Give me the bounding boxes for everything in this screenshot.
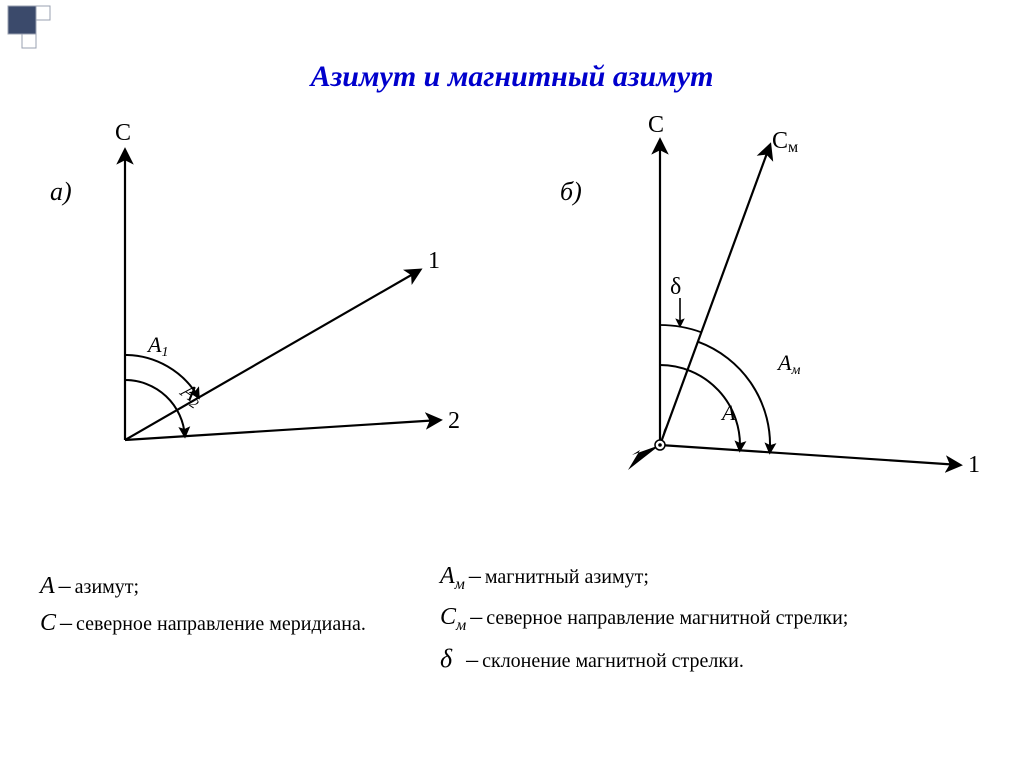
legend-sym: A xyxy=(40,573,55,599)
magnorth-label: Cм xyxy=(772,128,798,156)
panel-b-label: б) xyxy=(560,177,582,206)
north-label: С xyxy=(115,120,131,146)
diagrams: С 1 2 A1 A2 а) С Cм 1 xyxy=(20,100,1000,520)
arc-a-label: A xyxy=(720,400,736,425)
ray2-label: 2 xyxy=(448,408,460,434)
north-b-label: С xyxy=(648,112,664,138)
legend-right: Aм – магнитный азимут; Cм – северное нап… xyxy=(440,555,1000,682)
ray1-label: 1 xyxy=(428,248,440,274)
diagram-b: С Cм 1 δ A Aм б) xyxy=(560,112,980,478)
legend-sym: δ xyxy=(440,644,452,673)
legend-dash: – xyxy=(470,604,482,630)
arc-delta xyxy=(660,325,701,332)
legend-left: A – азимут; С – северное направление мер… xyxy=(40,565,420,645)
arc-a1-label: A1 xyxy=(146,332,168,360)
delta-label: δ xyxy=(670,274,681,300)
arc-a2 xyxy=(125,380,185,436)
diagram-a: С 1 2 A1 A2 а) xyxy=(50,120,460,440)
corner-squares xyxy=(0,0,70,55)
ray-2 xyxy=(125,420,440,440)
legend-dash: – xyxy=(469,563,481,589)
arc-am xyxy=(698,342,770,453)
legend-desc: северное направление магнитной стрелки; xyxy=(486,607,848,629)
legend-c: С – северное направление меридиана. xyxy=(40,608,420,639)
legend-desc: северное направление меридиана. xyxy=(76,613,366,635)
legend-cm: Cм – северное направление магнитной стре… xyxy=(440,602,1000,637)
legend-desc: азимут; xyxy=(75,576,139,598)
legend-sym: Cм xyxy=(440,604,466,630)
panel-a-label: а) xyxy=(50,177,72,206)
arc-am-label: Aм xyxy=(776,350,800,378)
legend-sym: С xyxy=(40,610,56,636)
ray-1-b xyxy=(660,445,960,465)
legend-am: Aм – магнитный азимут; xyxy=(440,561,1000,596)
ray-1 xyxy=(125,270,420,440)
legend-dash: – xyxy=(59,573,71,599)
legend-delta: δ – склонение магнитной стрелки. xyxy=(440,642,1000,676)
legend-sym: Aм xyxy=(440,563,465,589)
compass-needle xyxy=(628,418,670,470)
legend-desc: склонение магнитной стрелки. xyxy=(482,650,744,672)
legend-dash: – xyxy=(60,610,72,636)
ray1-b-label: 1 xyxy=(968,452,980,478)
page-title: Азимут и магнитный азимут xyxy=(0,60,1024,94)
legend-dash: – xyxy=(466,647,478,673)
legend-desc: магнитный азимут; xyxy=(485,566,649,588)
legend-a: A – азимут; xyxy=(40,571,420,602)
